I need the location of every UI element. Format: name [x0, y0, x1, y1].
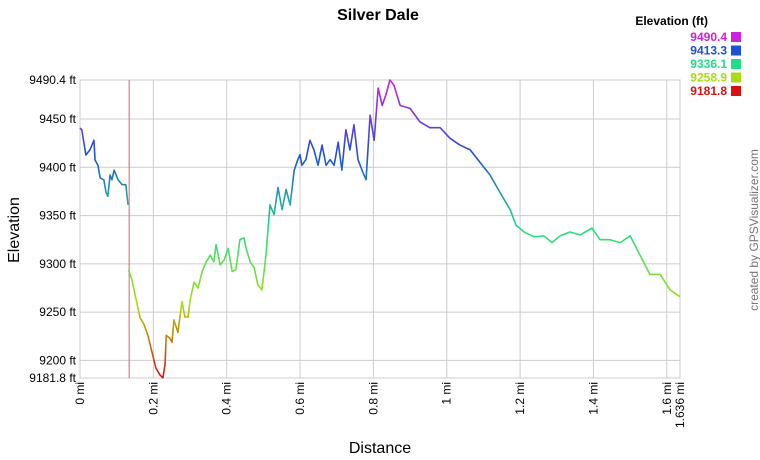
legend-label: 9490.4: [690, 30, 727, 44]
x-tick-label: 1.4 mi: [586, 382, 600, 415]
x-tick-label: 1 mi: [440, 382, 454, 405]
y-tick-label: 9181.8 ft: [29, 371, 76, 385]
x-tick-label: 1.2 mi: [513, 382, 527, 415]
credit: created by GPSVisualizer.com: [747, 149, 760, 311]
legend-swatch: [731, 45, 741, 56]
y-tick-label: 9250 ft: [39, 305, 76, 319]
y-tick-label: 9450 ft: [39, 112, 76, 126]
x-tick-label: 1.636 mi: [673, 382, 687, 428]
x-axis-label: Distance: [349, 440, 411, 457]
x-tick-label: 0.6 mi: [293, 382, 307, 415]
legend-label: 9258.9: [690, 71, 727, 85]
legend-label: 9336.1: [690, 57, 727, 71]
y-axis-label: Elevation: [6, 197, 23, 263]
y-tick-label: 9300 ft: [39, 257, 76, 271]
legend-label: 9413.3: [690, 44, 727, 58]
y-tick-label: 9490.4 ft: [29, 73, 76, 87]
plot-area: [79, 79, 681, 379]
chart-title: Silver Dale: [337, 7, 419, 24]
legend-label: 9181.8: [690, 84, 727, 98]
legend-title: Elevation (ft): [635, 14, 708, 28]
legend-swatch: [731, 86, 741, 96]
legend-swatch: [731, 32, 741, 42]
y-tick-label: 9350 ft: [39, 209, 76, 223]
elevation-line: [79, 79, 681, 379]
x-tick-label: 1.6 mi: [660, 382, 674, 415]
y-tick-label: 9200 ft: [39, 353, 76, 367]
x-tick-label: 0.4 mi: [220, 382, 234, 415]
legend-swatch: [731, 59, 741, 69]
y-tick-label: 9400 ft: [39, 160, 76, 174]
legend-swatch: [731, 72, 741, 83]
x-tick-label: 0 mi: [73, 382, 87, 405]
x-tick-label: 0.8 mi: [366, 382, 380, 415]
x-tick-label: 0.2 mi: [146, 382, 160, 415]
